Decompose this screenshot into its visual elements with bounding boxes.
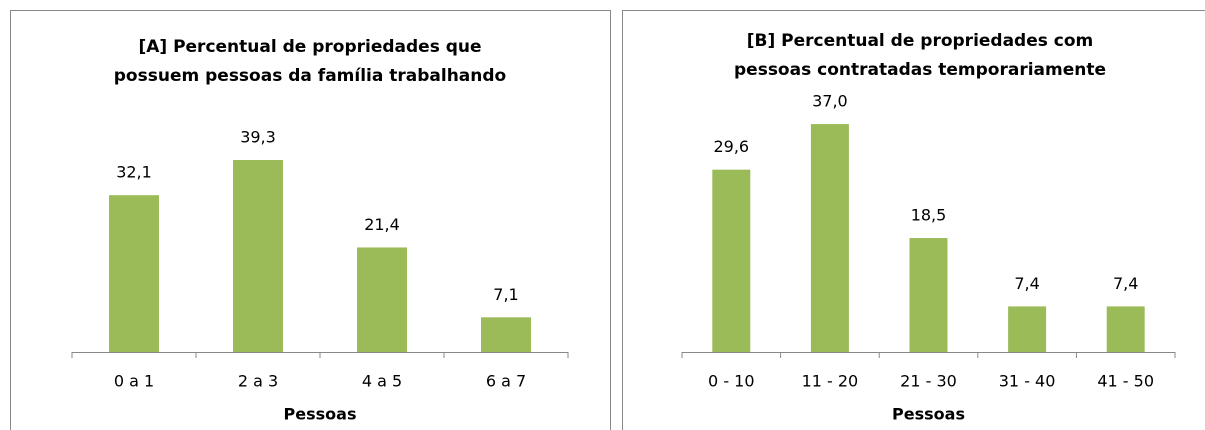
x-tick-label: 41 - 50 (1097, 372, 1154, 391)
data-label: 39,3 (240, 128, 276, 147)
data-label: 21,4 (364, 215, 400, 234)
data-label: 7,4 (1014, 274, 1039, 293)
x-tick-label: 31 - 40 (999, 372, 1056, 391)
bar (810, 124, 849, 352)
x-tick-label: 2 a 3 (238, 372, 278, 391)
bar (909, 238, 948, 352)
x-tick-label: 0 a 1 (114, 372, 154, 391)
data-label: 29,6 (713, 137, 749, 156)
bar (357, 247, 407, 352)
x-tick-label: 21 - 30 (900, 372, 957, 391)
chart-title: pessoas contratadas temporariamente (734, 60, 1106, 80)
x-axis-title: Pessoas (892, 405, 965, 424)
chart-title: possuem pessoas da família trabalhando (114, 66, 506, 86)
data-label: 7,4 (1113, 274, 1138, 293)
chart-title: [B] Percentual de propriedades com (747, 31, 1094, 51)
bar (1106, 306, 1145, 352)
data-label: 18,5 (911, 206, 947, 225)
x-tick-label: 11 - 20 (802, 372, 859, 391)
bar (233, 160, 283, 352)
bar (712, 169, 751, 352)
data-label: 32,1 (116, 163, 152, 182)
x-axis-title: Pessoas (284, 405, 357, 424)
data-label: 7,1 (493, 285, 518, 304)
x-tick-label: 0 - 10 (708, 372, 754, 391)
bar (109, 195, 159, 352)
data-label: 37,0 (812, 92, 848, 111)
bar (1008, 306, 1047, 352)
bar (481, 317, 531, 352)
chart-title: [A] Percentual de propriedades que (138, 37, 481, 57)
x-tick-label: 4 a 5 (362, 372, 402, 391)
x-tick-label: 6 a 7 (486, 372, 526, 391)
